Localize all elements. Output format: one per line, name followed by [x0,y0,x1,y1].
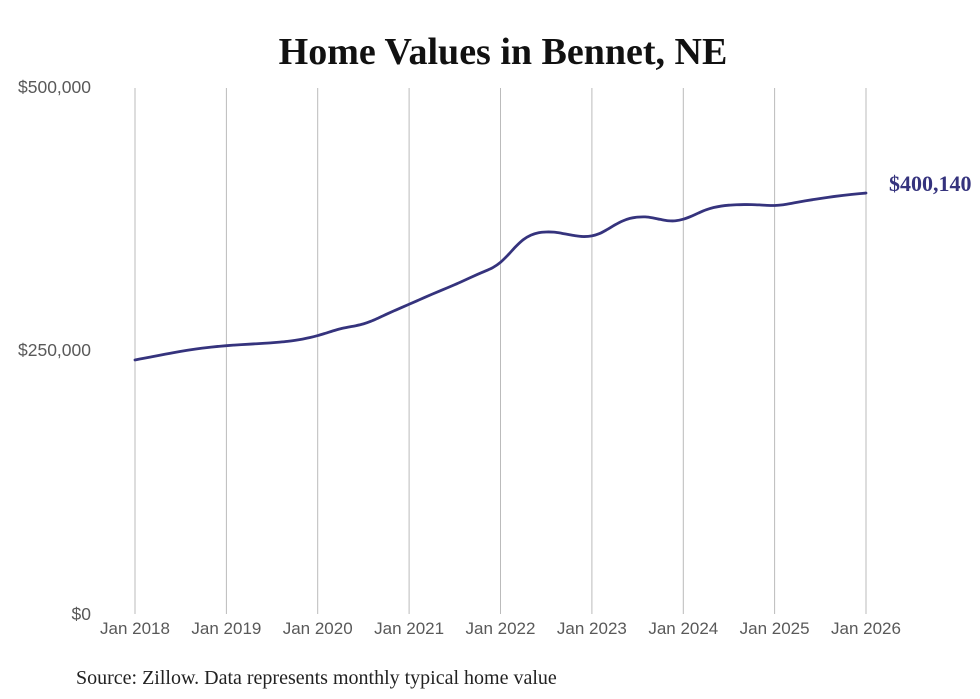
svg-text:$500,000: $500,000 [18,77,91,97]
svg-text:Jan 2024: Jan 2024 [648,619,718,638]
svg-text:Jan 2022: Jan 2022 [466,619,536,638]
svg-text:Jan 2025: Jan 2025 [740,619,810,638]
svg-text:$0: $0 [72,604,92,624]
svg-text:Jan 2020: Jan 2020 [283,619,353,638]
svg-text:Jan 2019: Jan 2019 [191,619,261,638]
svg-text:Jan 2021: Jan 2021 [374,619,444,638]
svg-text:Jan 2018: Jan 2018 [100,619,170,638]
svg-text:$250,000: $250,000 [18,340,91,360]
svg-text:$400,140: $400,140 [889,171,972,196]
svg-text:Jan 2026: Jan 2026 [831,619,901,638]
svg-text:Jan 2023: Jan 2023 [557,619,627,638]
